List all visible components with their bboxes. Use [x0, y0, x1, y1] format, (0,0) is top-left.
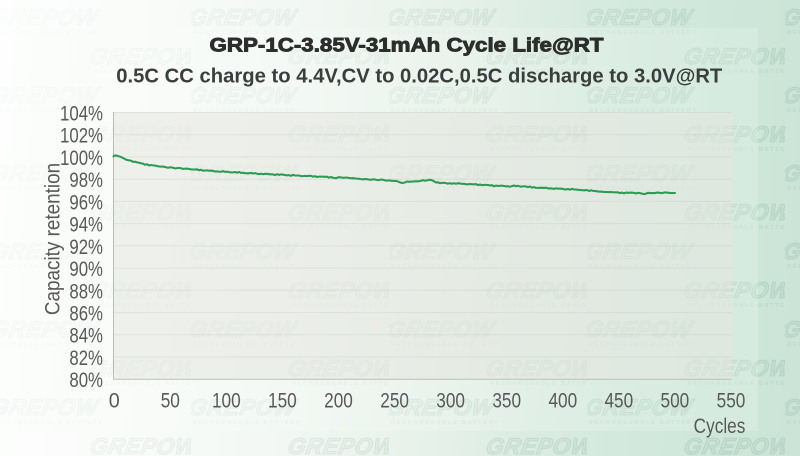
svg-text:82%: 82%	[69, 345, 103, 370]
svg-text:84%: 84%	[69, 323, 103, 348]
svg-text:92%: 92%	[69, 234, 103, 259]
svg-text:500: 500	[661, 388, 690, 413]
svg-text:80%: 80%	[69, 367, 103, 392]
svg-text:450: 450	[604, 388, 633, 413]
svg-text:102%: 102%	[60, 123, 103, 148]
svg-text:200: 200	[324, 388, 353, 413]
svg-text:Cycles: Cycles	[694, 415, 746, 438]
svg-text:150: 150	[268, 388, 297, 413]
svg-text:50: 50	[161, 388, 180, 413]
svg-text:250: 250	[380, 388, 409, 413]
svg-text:90%: 90%	[69, 256, 103, 281]
svg-text:98%: 98%	[69, 167, 103, 192]
svg-text:GRP-1C-3.85V-31mAh Cycle Life@: GRP-1C-3.85V-31mAh Cycle Life@RT	[210, 34, 604, 56]
svg-text:100: 100	[212, 388, 241, 413]
svg-text:104%: 104%	[60, 101, 103, 126]
svg-text:96%: 96%	[69, 189, 103, 214]
svg-text:0.5C CC charge to 4.4V,CV to 0: 0.5C CC charge to 4.4V,CV to 0.02C,0.5C …	[116, 66, 723, 88]
svg-text:94%: 94%	[69, 212, 103, 237]
svg-text:100%: 100%	[60, 145, 103, 170]
svg-text:88%: 88%	[69, 278, 103, 303]
svg-text:86%: 86%	[69, 301, 103, 326]
svg-text:300: 300	[436, 388, 465, 413]
svg-text:Capacity retention: Capacity retention	[42, 163, 65, 315]
svg-text:0: 0	[109, 388, 120, 413]
svg-text:350: 350	[492, 388, 521, 413]
svg-text:400: 400	[548, 388, 577, 413]
svg-text:550: 550	[717, 388, 746, 413]
